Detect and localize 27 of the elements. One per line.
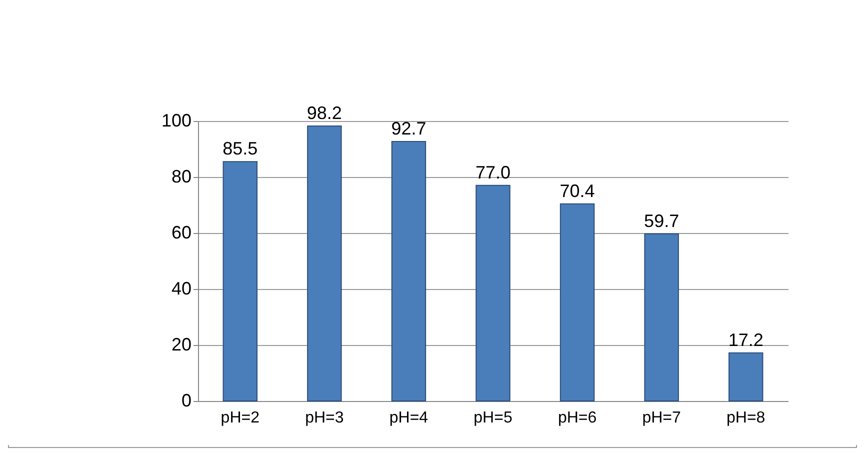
x-tick-label: pH=8 bbox=[726, 410, 766, 426]
y-tick-label: 100 bbox=[161, 110, 192, 130]
data-label: 98.2 bbox=[306, 103, 342, 124]
x-tick-label: pH=2 bbox=[220, 410, 260, 426]
x-tick-label: pH=7 bbox=[642, 410, 682, 426]
x-tick-label: pH=6 bbox=[558, 410, 597, 426]
y-tick-label: 0 bbox=[181, 390, 192, 410]
data-label: 70.4 bbox=[560, 180, 595, 201]
data-label: 77.0 bbox=[475, 162, 511, 182]
x-tick-label: pH=4 bbox=[389, 410, 428, 426]
y-tick-label: 20 bbox=[171, 334, 192, 354]
data-label: 85.5 bbox=[222, 138, 258, 159]
bar bbox=[560, 203, 595, 402]
y-tick-label: 40 bbox=[171, 278, 192, 298]
bar bbox=[391, 140, 426, 402]
y-tick-label: 80 bbox=[171, 166, 192, 186]
x-tick-label: pH=5 bbox=[474, 410, 512, 426]
bar bbox=[222, 161, 258, 402]
data-label: 59.7 bbox=[644, 210, 680, 231]
bar bbox=[644, 233, 679, 402]
bar bbox=[307, 126, 342, 402]
data-label: 92.7 bbox=[391, 118, 426, 138]
data-label: 17.2 bbox=[728, 330, 764, 350]
bar bbox=[728, 352, 764, 402]
x-tick-label: pH=3 bbox=[305, 410, 344, 426]
bar bbox=[476, 184, 510, 402]
y-tick-label: 60 bbox=[171, 222, 192, 242]
